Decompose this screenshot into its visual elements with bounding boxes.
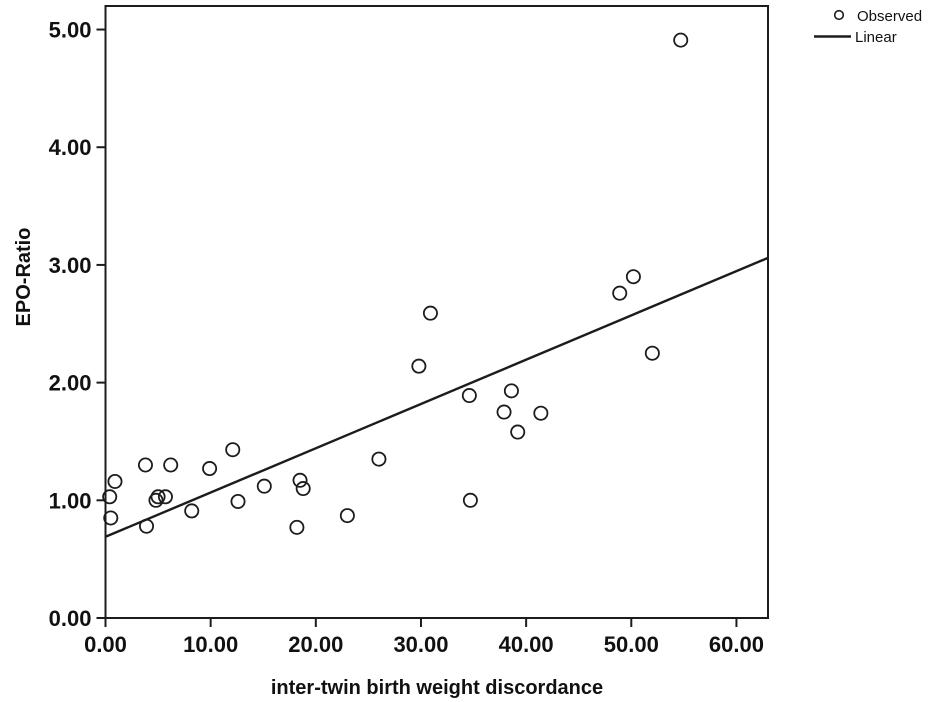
data-point <box>102 489 118 505</box>
legend-observed-label: Observed <box>857 8 922 25</box>
legend-linear-label: Linear <box>855 29 897 46</box>
data-point <box>644 345 660 361</box>
y-tick-label: 1.00 <box>49 488 92 513</box>
y-axis-title: EPO-Ratio <box>13 228 35 327</box>
data-point <box>422 305 438 321</box>
data-point <box>107 473 123 489</box>
y-tick-label: 4.00 <box>49 135 92 160</box>
x-tick-label: 50.00 <box>604 632 659 657</box>
legend: Observed Linear <box>814 8 922 46</box>
data-point <box>371 451 387 467</box>
y-tick-label: 3.00 <box>49 253 92 278</box>
data-point <box>103 510 119 526</box>
y-tick-label: 0.00 <box>49 606 92 631</box>
data-point <box>462 492 478 508</box>
data-point <box>673 32 689 48</box>
data-point <box>339 508 355 524</box>
data-point <box>230 493 246 509</box>
data-point <box>163 457 179 473</box>
x-tick-label: 20.00 <box>288 632 343 657</box>
data-point <box>461 388 477 404</box>
data-point <box>137 457 153 473</box>
x-tick-label: 60.00 <box>709 632 764 657</box>
data-point <box>292 472 308 488</box>
data-point <box>225 442 241 458</box>
data-point <box>411 358 427 374</box>
x-tick-label: 30.00 <box>393 632 448 657</box>
data-point <box>184 503 200 519</box>
data-point <box>150 489 166 505</box>
x-tick-label: 0.00 <box>84 632 127 657</box>
data-point <box>503 383 519 399</box>
x-tick-label: 40.00 <box>499 632 554 657</box>
data-point <box>295 481 311 497</box>
y-tick-label: 5.00 <box>49 18 92 43</box>
plot-border <box>104 5 769 619</box>
data-point <box>625 269 641 285</box>
data-point <box>533 405 549 421</box>
data-point <box>496 404 512 420</box>
x-tick-label: 10.00 <box>183 632 238 657</box>
regression-line <box>105 256 769 538</box>
data-point <box>157 489 173 505</box>
data-point <box>510 424 526 440</box>
y-tick-label: 2.00 <box>49 371 92 396</box>
plot-area: 0.00 1.00 2.00 3.00 4.00 5.00 0.00 10.00 20.00 30… <box>49 5 769 657</box>
legend-observed-marker-icon <box>833 9 845 21</box>
data-point <box>289 519 305 535</box>
data-point <box>202 461 218 477</box>
x-axis-title: inter-twin birth weight discordance <box>271 677 603 699</box>
data-point <box>256 478 272 494</box>
data-point <box>612 285 628 301</box>
